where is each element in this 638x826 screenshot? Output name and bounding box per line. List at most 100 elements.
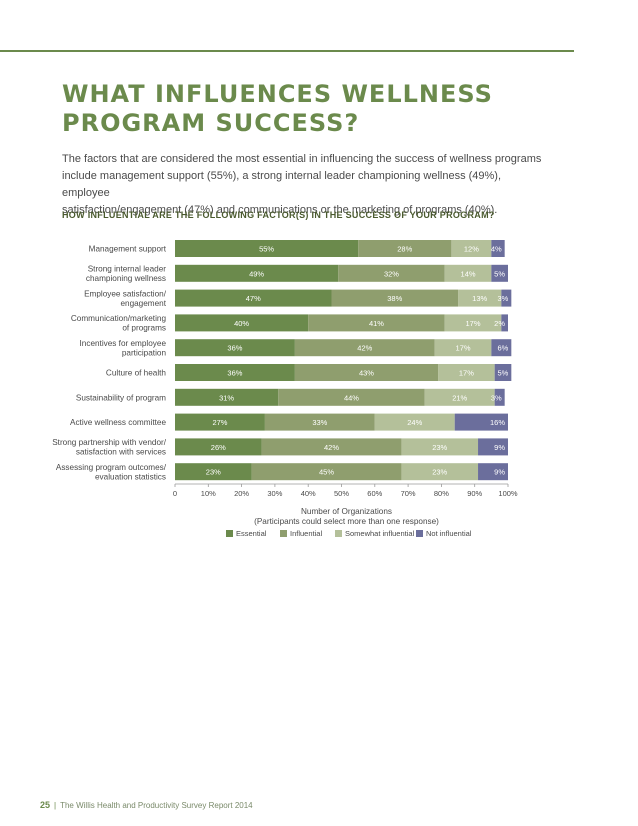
bar-value-label: 33% [312,418,327,427]
bar-value-label: 12% [464,245,479,254]
footer-separator: | [54,801,57,810]
x-tick-label: 20% [234,489,249,498]
bar-segment [175,463,252,481]
page-number: 25 [40,800,51,810]
bar-segment [261,438,402,456]
bar-value-label: 14% [461,269,476,278]
bar-value-label: 44% [344,393,359,402]
category-label: Incentives for employee participation [80,339,167,358]
footer: 25 | The Willis Health and Productivity Su… [40,800,253,810]
bar-segment [294,339,435,357]
bar-value-label: 41% [369,319,384,328]
bar-value-label: 6% [497,344,508,353]
bar-segment [175,289,332,307]
footer-text: The Willis Health and Productivity Surve… [60,801,253,810]
bar-segment [438,364,495,381]
bar-value-label: 9% [494,468,505,477]
bar-segment [401,463,479,481]
bar-segment [424,388,495,406]
x-axis-title: Number of Organizations (Participants cou… [254,507,439,526]
bar-value-label: 27% [212,418,227,427]
x-tick-label: 50% [334,489,349,498]
bar-value-label: 2% [494,319,505,328]
bar-value-label: 23% [206,468,221,477]
x-tick-label: 80% [434,489,449,498]
bar-segment [278,388,425,406]
bar-value-label: 9% [494,443,505,452]
legend-swatch [280,530,287,537]
bar-value-label: 45% [319,468,334,477]
bar-segment [434,339,492,357]
stacked-bar-chart: Management support 55% 28% 12% 4% Strong inte… [52,240,518,538]
legend-swatch [226,530,233,537]
bar-value-label: 36% [227,344,242,353]
bar-value-label: 55% [259,245,274,254]
bar-segment [494,388,505,406]
bar-value-label: 42% [324,443,339,452]
category-label: Sustainability of program [76,393,166,402]
chart-question: HOW INFLUENTIAL ARE THE FOLLOWING FACTOR… [62,210,495,220]
x-tick-label: 30% [267,489,282,498]
legend-label: Not influential [426,529,472,538]
bar-value-label: 17% [456,344,471,353]
bar-value-label: 3% [497,294,508,303]
bar-segment [458,289,502,307]
legend-swatch [416,530,423,537]
top-rule [0,50,574,52]
bar-value-label: 24% [407,418,422,427]
bar-value-label: 23% [432,468,447,477]
bar-value-label: 40% [234,319,249,328]
bar-segment [331,289,459,307]
legend-label: Somewhat influential [345,529,415,538]
x-tick-label: 10% [201,489,216,498]
bar-segment [175,240,359,257]
bar-segment [175,364,295,381]
bar-value-label: 32% [384,269,399,278]
bar-segment [444,314,502,332]
bar-segment [308,314,445,332]
bar-value-label: 4% [491,245,502,254]
bar-value-label: 13% [472,294,487,303]
category-label: Strong internal leader championing wellne… [86,265,166,284]
category-label: Strong partnership with vendor/satisfact… [52,438,167,457]
bar-segment [175,388,279,406]
category-label: Culture of health [106,369,167,378]
intro-paragraph: The factors that are considered the most… [62,153,542,216]
x-tick-label: 70% [401,489,416,498]
bar-value-label: 17% [459,369,474,378]
bar-value-label: 31% [219,393,234,402]
x-tick-label: 40% [301,489,316,498]
category-label: Assessing program outcomes/evaluation st… [56,463,167,482]
x-tick-label: 90% [467,489,482,498]
x-tick-label: 0 [173,489,177,498]
bar-value-label: 23% [432,443,447,452]
bar-segment [491,240,505,257]
bar-value-label: 36% [227,369,242,378]
bar-value-label: 16% [490,418,505,427]
bar-value-label: 5% [494,269,505,278]
bar-value-label: 42% [357,344,372,353]
bar-value-label: 26% [211,443,226,452]
category-label: Communication/marketing of programs [71,314,167,333]
bar-segment [294,364,439,381]
bar-segment [501,314,508,332]
x-tick-label: 100% [498,489,518,498]
bar-segment [401,438,479,456]
category-label: Employee satisfaction/engagement [84,289,167,308]
bar-segment [444,264,492,282]
bar-segment [251,463,402,481]
bar-segment [264,413,375,431]
bar-value-label: 21% [452,393,467,402]
bar-value-label: 49% [249,269,264,278]
bar-value-label: 38% [387,294,402,303]
legend-label: Essential [236,529,267,538]
bar-segment [175,339,295,357]
bar-value-label: 17% [466,319,481,328]
bar-segment [454,413,508,431]
category-label: Management support [89,245,167,254]
bar-value-label: 28% [397,245,412,254]
bar-segment [175,438,262,456]
bar-segment [494,364,512,381]
bar-value-label: 3% [491,393,502,402]
bar-segment [451,240,492,257]
